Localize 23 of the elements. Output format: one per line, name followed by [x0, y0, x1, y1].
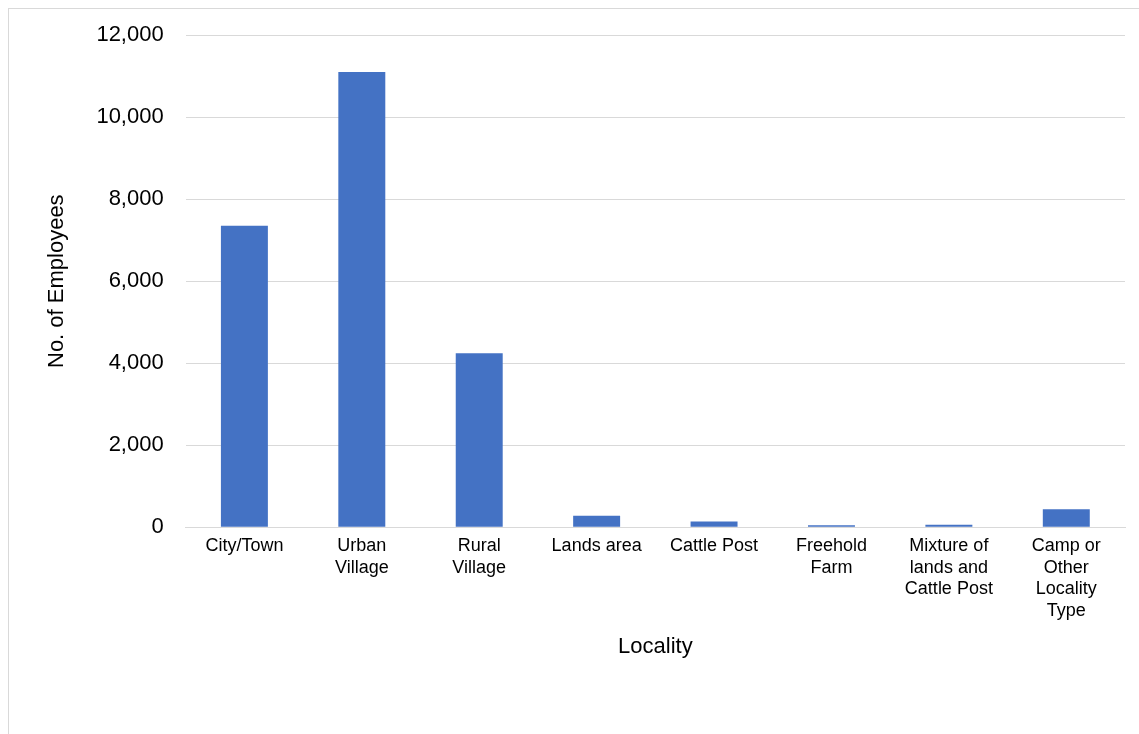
y-axis-title: No. of Employees: [43, 194, 69, 369]
y-tick-label: 10,000: [96, 103, 164, 129]
x-tick-label: Lands area: [551, 534, 643, 555]
x-tick-label: Cattle Post: [670, 534, 759, 555]
x-tick-label: Rural Village: [452, 534, 507, 577]
y-tick-label: 4,000: [108, 349, 164, 375]
bar: [1042, 509, 1090, 527]
bar: [690, 521, 738, 527]
y-tick-label: 2,000: [108, 431, 164, 457]
bar: [573, 515, 621, 527]
y-tick-label: 8,000: [108, 185, 164, 211]
x-tick-label: Urban Village: [334, 534, 389, 577]
x-tick-label: City/Town: [205, 534, 284, 555]
x-tick-label: Camp or Other Locality Type: [1031, 534, 1101, 620]
y-tick-label: 12,000: [96, 21, 164, 47]
x-axis-title: Locality: [618, 632, 693, 658]
x-tick-label: Mixture of lands and Cattle Post: [904, 534, 993, 599]
y-tick-label: 6,000: [108, 267, 164, 293]
bar: [455, 353, 503, 527]
y-tick-label: 0: [151, 513, 164, 539]
bar: [220, 225, 268, 527]
x-tick-label: Freehold Farm: [795, 534, 867, 577]
bar: [338, 72, 386, 527]
